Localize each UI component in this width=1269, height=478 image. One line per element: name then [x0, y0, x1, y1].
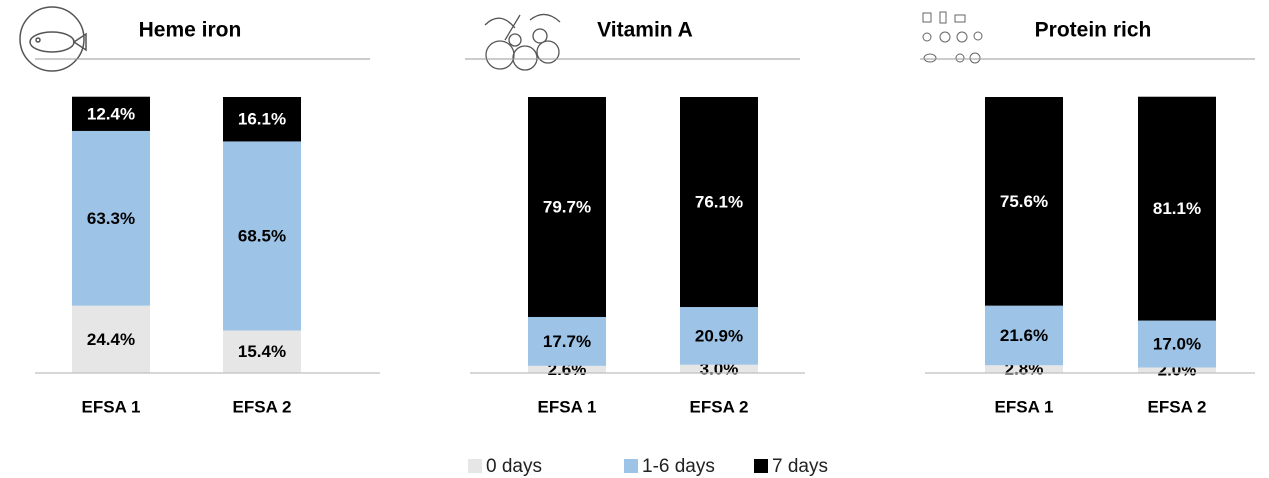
legend-label: 7 days: [772, 456, 828, 477]
x-tick-label: EFSA 1: [538, 397, 597, 416]
value-label: 17.0%: [1153, 335, 1201, 354]
bar-segment: [223, 97, 301, 142]
bar-segment: [1138, 367, 1216, 373]
legend-label: 0 days: [486, 456, 542, 477]
bar-segment: [985, 97, 1063, 306]
bar-segment: [985, 365, 1063, 373]
bar-segment: [223, 141, 301, 331]
bar-segment: [528, 365, 606, 373]
value-label: 12.4%: [87, 104, 135, 123]
bar-segment: [72, 305, 150, 373]
protein-icon: [922, 11, 983, 64]
bar-segment: [528, 316, 606, 366]
bar-segment: [985, 305, 1063, 366]
x-tick-label: EFSA 2: [233, 397, 292, 416]
bar-segment: [1138, 320, 1216, 368]
x-tick-label: EFSA 1: [82, 397, 141, 416]
x-tick-label: EFSA 1: [995, 397, 1054, 416]
bar-segment: [680, 307, 758, 365]
legend-swatch: [624, 459, 638, 473]
value-label: 76.1%: [695, 193, 743, 212]
bar-segment: [72, 130, 150, 306]
value-label: 79.7%: [543, 197, 591, 216]
value-label: 24.4%: [87, 330, 135, 349]
bar-segment: [72, 96, 150, 131]
value-label: 75.6%: [1000, 192, 1048, 211]
x-tick-label: EFSA 2: [1148, 397, 1207, 416]
value-label: 81.1%: [1153, 199, 1201, 218]
bar-segment: [680, 364, 758, 373]
legend-swatch: [754, 459, 768, 473]
value-label: 16.1%: [238, 110, 286, 129]
bar-segment: [1138, 96, 1216, 321]
value-label: 21.6%: [1000, 326, 1048, 345]
bar-segment: [680, 97, 758, 308]
bar-segment: [223, 330, 301, 373]
value-label: 20.9%: [695, 326, 743, 345]
value-label: 63.3%: [87, 209, 135, 228]
vegetables-icon: [484, 13, 561, 71]
legend-label: 1-6 days: [642, 456, 715, 477]
value-label: 17.7%: [543, 332, 591, 351]
panel-title: Protein rich: [1035, 19, 1152, 42]
legend-swatch: [468, 459, 482, 473]
panel-title: Heme iron: [139, 19, 242, 42]
value-label: 15.4%: [238, 342, 286, 361]
bar-segment: [528, 97, 606, 317]
x-tick-label: EFSA 2: [690, 397, 749, 416]
fish-icon: [19, 6, 87, 72]
value-label: 68.5%: [238, 226, 286, 245]
panel-title: Vitamin A: [597, 19, 693, 42]
